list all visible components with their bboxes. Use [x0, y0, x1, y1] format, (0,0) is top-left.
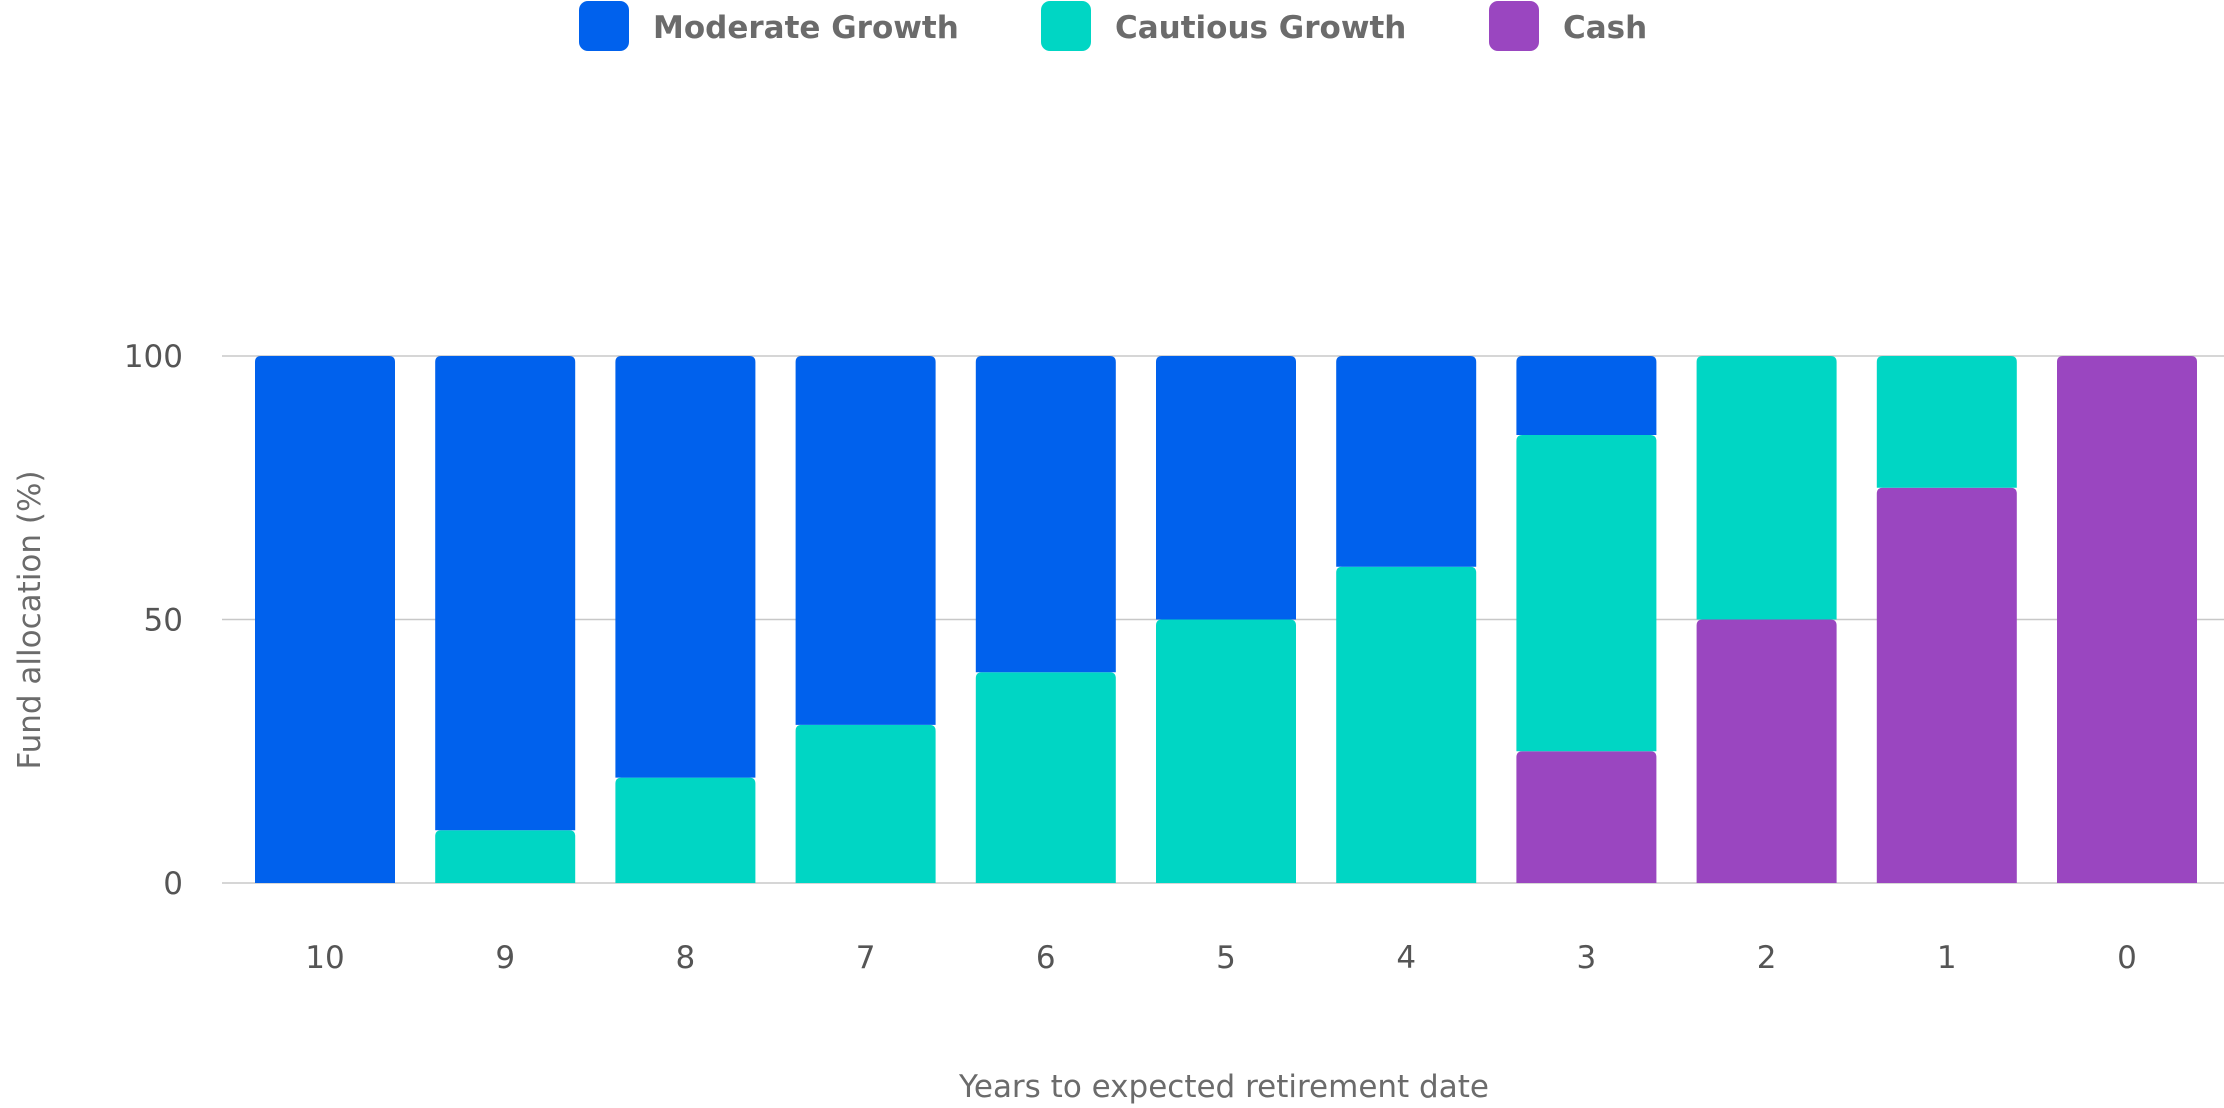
- x-tick-label: 6: [1036, 940, 1056, 976]
- bar-cash-2: [1696, 619, 1837, 883]
- y-tick-label: 0: [163, 866, 183, 902]
- legend-label-moderate-growth: Moderate Growth: [653, 10, 959, 46]
- bar-moderate-growth-9: [435, 356, 576, 831]
- bar-moderate-growth-3: [1516, 356, 1657, 436]
- y-axis-ticks: 0 50 100: [124, 339, 183, 902]
- bar-cautious-growth-1: [1876, 356, 2017, 488]
- x-axis-title: Years to expected retirement date: [958, 1069, 1489, 1105]
- x-tick-label: 7: [856, 940, 876, 976]
- bar-cautious-growth-6: [975, 672, 1116, 883]
- x-axis-ticks: 10 9 8 7 6 5 4 3 2 1 0: [305, 940, 2137, 976]
- bar-moderate-growth-6: [975, 356, 1116, 673]
- y-tick-label: 100: [124, 339, 183, 375]
- x-tick-label: 0: [2117, 940, 2137, 976]
- legend-label-cautious-growth: Cautious Growth: [1115, 10, 1406, 46]
- bar-moderate-growth-5: [1156, 356, 1296, 620]
- chart-bars: [255, 356, 2197, 883]
- bar-cautious-growth-5: [1156, 619, 1296, 883]
- legend-swatch-moderate-growth: [579, 1, 629, 51]
- bar-moderate-growth-8: [615, 356, 756, 778]
- bar-cautious-growth-8: [615, 777, 756, 883]
- bar-cautious-growth-2: [1696, 356, 1837, 620]
- legend-swatch-cash: [1489, 1, 1539, 51]
- x-tick-label: 4: [1396, 940, 1416, 976]
- bar-cautious-growth-7: [795, 724, 936, 883]
- x-tick-label: 5: [1216, 940, 1236, 976]
- legend-label-cash: Cash: [1563, 10, 1647, 46]
- x-tick-label: 8: [676, 940, 696, 976]
- bar-cautious-growth-3: [1516, 435, 1657, 752]
- bar-cautious-growth-4: [1336, 566, 1477, 883]
- x-tick-label: 9: [495, 940, 515, 976]
- x-tick-label: 10: [305, 940, 344, 976]
- legend-swatch-cautious-growth: [1041, 1, 1091, 51]
- bar-moderate-growth-7: [795, 356, 936, 725]
- chart-legend: Moderate Growth Cautious Growth Cash: [579, 1, 1647, 51]
- bar-cash-0: [2057, 356, 2197, 883]
- bar-moderate-growth-10: [255, 356, 395, 883]
- x-tick-label: 2: [1757, 940, 1777, 976]
- x-tick-label: 1: [1937, 940, 1957, 976]
- bar-moderate-growth-4: [1336, 356, 1477, 567]
- bar-cautious-growth-9: [435, 830, 576, 883]
- bar-cash-3: [1516, 751, 1657, 883]
- y-tick-label: 50: [144, 603, 183, 639]
- bar-cash-1: [1876, 487, 2017, 883]
- y-axis-title: Fund allocation (%): [12, 470, 48, 769]
- x-tick-label: 3: [1577, 940, 1597, 976]
